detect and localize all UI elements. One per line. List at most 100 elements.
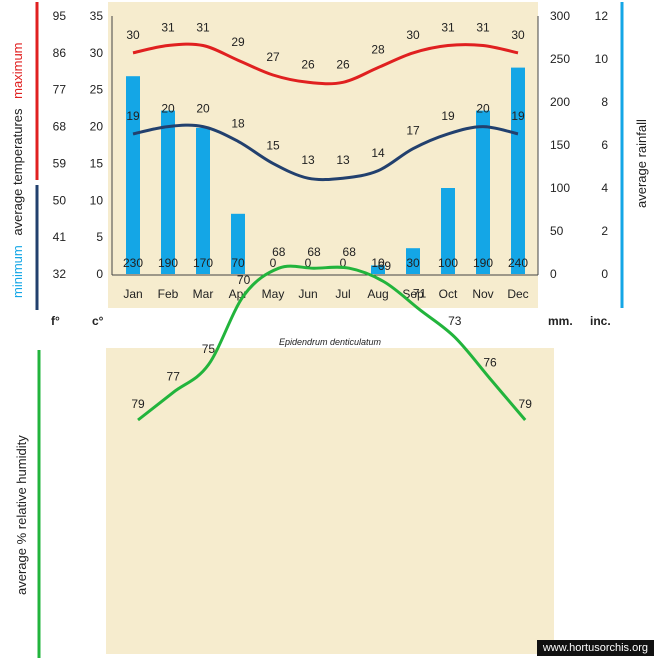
fahrenheit-tick: 59 — [53, 156, 67, 170]
fahrenheit-tick: 95 — [53, 9, 67, 23]
maximum-line — [132, 42, 519, 86]
month-label: Oct — [439, 287, 458, 301]
rainfall-value: 240 — [508, 256, 528, 270]
rainfall-bar — [196, 127, 210, 274]
celsius-tick: 5 — [96, 230, 103, 244]
minimum-value: 20 — [161, 102, 175, 116]
rainfall-value: 0 — [270, 256, 277, 270]
left-side-label: minimum average temperatures maximum — [10, 42, 25, 298]
rainfall-value: 230 — [123, 256, 143, 270]
month-label: Jul — [335, 287, 350, 301]
rainfall-value: 0 — [305, 256, 312, 270]
mm-tick: 200 — [550, 95, 570, 109]
rainfall-bar — [406, 248, 420, 274]
rainfall-bar — [511, 67, 525, 274]
rainfall-bar — [231, 213, 245, 274]
humidity-axis-label: average % relative humidity — [14, 435, 29, 595]
humidity-series: 79 77 75 70 68 68 68 69 71 73 76 79 — [131, 245, 532, 422]
humidity-value: 75 — [202, 342, 216, 356]
fahrenheit-tick: 32 — [53, 267, 67, 281]
inches-tick: 4 — [601, 181, 608, 195]
rainfall-value: 70 — [231, 256, 245, 270]
rainfall-value: 190 — [158, 256, 178, 270]
celsius-tick: 35 — [90, 9, 104, 23]
maximum-label: maximum — [10, 42, 25, 98]
celsius-tick: 20 — [90, 120, 104, 134]
celsius-tick: 25 — [90, 83, 104, 97]
celsius-axis: 0 5 10 15 20 25 30 35 — [90, 9, 104, 281]
maximum-series: 30 31 31 29 27 26 26 28 30 31 31 30 — [126, 20, 525, 86]
inches-tick: 8 — [601, 95, 608, 109]
month-label: Mar — [193, 287, 214, 301]
inches-tick: 2 — [601, 224, 608, 238]
month-label: Feb — [158, 287, 179, 301]
maximum-value: 28 — [371, 43, 385, 57]
rainfall-value: 190 — [473, 256, 493, 270]
rainfall-value: 100 — [438, 256, 458, 270]
minimum-value: 13 — [336, 153, 350, 167]
minimum-value: 15 — [266, 138, 280, 152]
humidity-value: 70 — [237, 273, 251, 287]
minimum-series: 19 20 20 18 15 13 13 14 17 19 20 19 — [126, 102, 525, 182]
fahrenheit-tick: 86 — [53, 46, 67, 60]
rainfall-value: 0 — [340, 256, 347, 270]
website-footer: www.hortusorchis.org — [536, 640, 654, 656]
maximum-value: 27 — [266, 50, 280, 64]
minimum-value: 14 — [371, 146, 385, 160]
humidity-value: 68 — [307, 245, 321, 259]
maximum-value: 31 — [441, 20, 455, 34]
minimum-label: minimum — [10, 245, 25, 298]
minimum-value: 20 — [476, 102, 490, 116]
minimum-value: 20 — [196, 102, 210, 116]
species-caption: Epidendrum denticulatum — [279, 337, 382, 347]
month-labels: Jan Feb Mar Apr May Jun Jul Aug Sep Oct Nov Dec — [123, 287, 528, 301]
rainfall-value: 30 — [406, 256, 420, 270]
month-label: Sep — [402, 287, 424, 301]
minimum-value: 17 — [406, 124, 420, 138]
fahrenheit-unit: f° — [51, 314, 60, 328]
fahrenheit-tick: 50 — [53, 193, 67, 207]
fahrenheit-axis: 32 41 50 59 68 77 86 95 — [53, 9, 67, 281]
month-label: May — [262, 287, 285, 301]
mm-unit: mm. — [548, 314, 573, 328]
inches-tick: 6 — [601, 138, 608, 152]
rainfall-bar — [371, 265, 385, 274]
humidity-value: 77 — [167, 369, 181, 383]
rainfall-bar — [161, 110, 175, 274]
humidity-line — [137, 264, 527, 422]
minimum-value: 19 — [511, 109, 525, 123]
maximum-value: 31 — [196, 20, 210, 34]
celsius-tick: 15 — [90, 156, 104, 170]
minimum-line — [132, 123, 519, 182]
inches-axis: 0 2 4 6 8 10 12 — [595, 9, 609, 281]
maximum-value: 30 — [406, 28, 420, 42]
month-label: Jan — [123, 287, 142, 301]
humidity-value: 71 — [413, 287, 427, 301]
maximum-value: 30 — [126, 28, 140, 42]
celsius-tick: 30 — [90, 46, 104, 60]
celsius-unit: c° — [92, 314, 104, 328]
celsius-tick: 0 — [96, 267, 103, 281]
maximum-value: 31 — [161, 20, 175, 34]
rainfall-bar — [441, 188, 455, 274]
humidity-value: 68 — [272, 245, 286, 259]
humidity-panel — [106, 348, 554, 654]
maximum-value: 31 — [476, 20, 490, 34]
mm-tick: 300 — [550, 9, 570, 23]
inches-tick: 10 — [595, 52, 609, 66]
inches-tick: 0 — [601, 267, 608, 281]
month-label: Aug — [367, 287, 388, 301]
humidity-value: 73 — [448, 314, 462, 328]
month-label: Nov — [472, 287, 493, 301]
mm-tick: 100 — [550, 181, 570, 195]
minimum-value: 13 — [301, 153, 315, 167]
rainfall-value: 170 — [193, 256, 213, 270]
average-temperatures-label: average temperatures — [10, 108, 25, 236]
rainfall-bar — [126, 76, 140, 274]
rainfall-bar — [476, 110, 490, 274]
celsius-tick: 10 — [90, 193, 104, 207]
humidity-value: 68 — [343, 245, 357, 259]
mm-tick: 50 — [550, 224, 564, 238]
fahrenheit-tick: 41 — [53, 230, 67, 244]
